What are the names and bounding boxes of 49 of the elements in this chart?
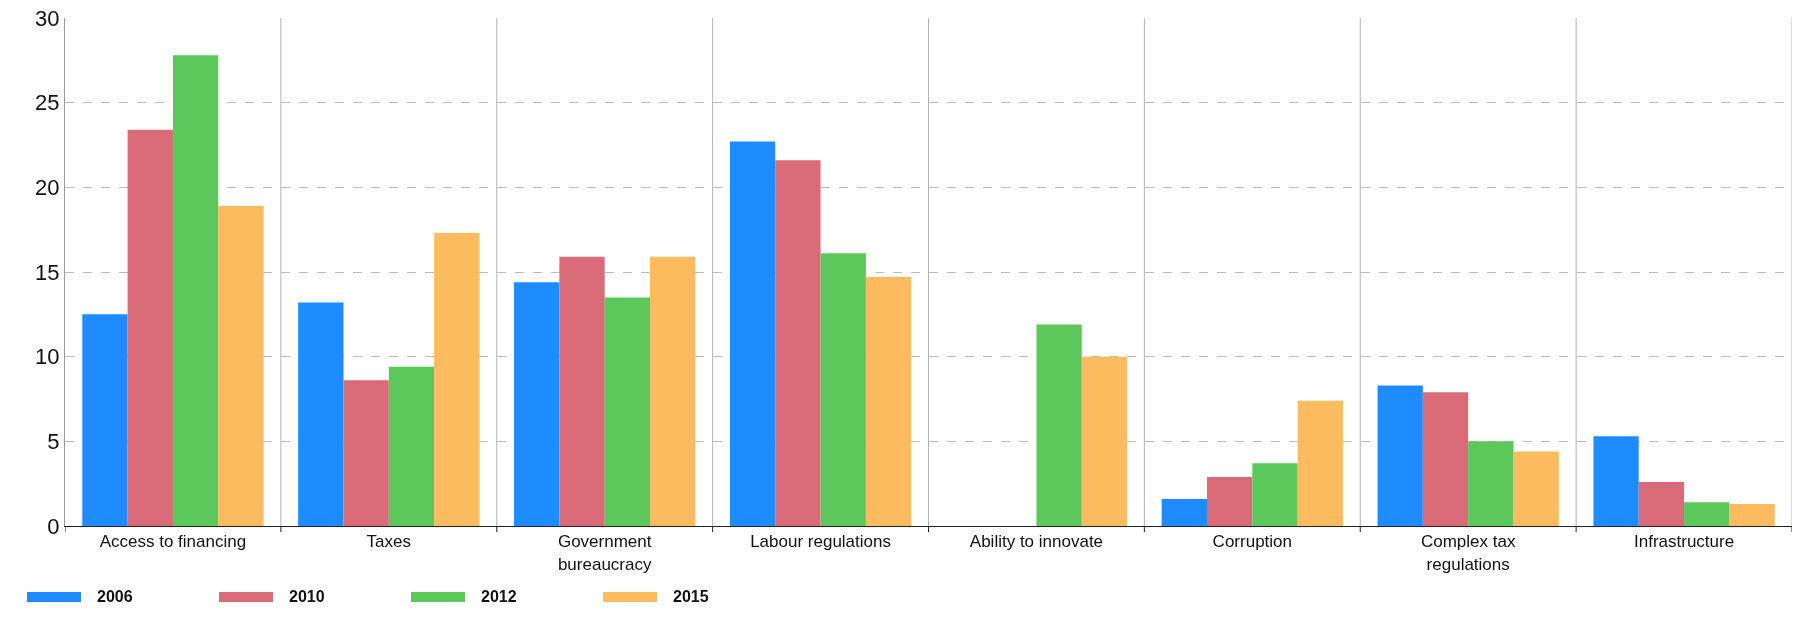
bar (1036, 324, 1082, 526)
y-tick-label: 0 (47, 513, 60, 539)
x-tick-label: Taxes (366, 532, 412, 552)
bar (650, 256, 696, 526)
x-tick-label: Labour regulations (750, 532, 891, 552)
legend-label: 2006 (97, 588, 133, 606)
bar (1468, 441, 1514, 526)
x-tick-label: Complex tax regulations (1420, 532, 1516, 574)
bar (434, 233, 480, 526)
bar (865, 277, 912, 526)
bar (172, 55, 219, 526)
y-tick-label: 20 (35, 175, 60, 201)
bar (218, 205, 264, 526)
bar (1513, 451, 1559, 526)
bar (1206, 476, 1253, 526)
bar (82, 314, 128, 526)
x-tick-label: Government bureaucracy (557, 532, 652, 574)
y-tick-label: 10 (35, 344, 60, 370)
bar (559, 256, 605, 526)
bar (388, 366, 435, 526)
x-tick-label: Access to financing (99, 532, 247, 552)
bar (1161, 498, 1207, 526)
bar (729, 141, 776, 526)
y-tick-label: 25 (35, 90, 60, 116)
bar (604, 297, 651, 526)
bar (1593, 436, 1639, 526)
y-tick-label: 5 (47, 429, 60, 455)
bar (1638, 481, 1685, 526)
bar (1684, 502, 1730, 526)
bar (1377, 385, 1423, 526)
bar (514, 282, 560, 526)
x-tick-label: Infrastructure (1633, 532, 1735, 552)
bar (1422, 392, 1469, 526)
y-tick-label: 15 (35, 259, 60, 285)
bar (1252, 463, 1298, 526)
bar (298, 302, 344, 526)
x-tick-label: Corruption (1212, 532, 1292, 552)
bar (1729, 503, 1775, 526)
x-tick-label: Ability to innovate (969, 532, 1104, 552)
legend-label: 2010 (289, 588, 325, 606)
y-tick-label: 30 (35, 5, 60, 31)
bar (1081, 356, 1128, 526)
bar (775, 160, 821, 526)
bar (820, 253, 866, 526)
bar (343, 380, 389, 526)
bar (127, 129, 173, 526)
legend-label: 2012 (481, 588, 517, 606)
bar (1297, 400, 1343, 526)
legend-label: 2015 (673, 588, 709, 606)
